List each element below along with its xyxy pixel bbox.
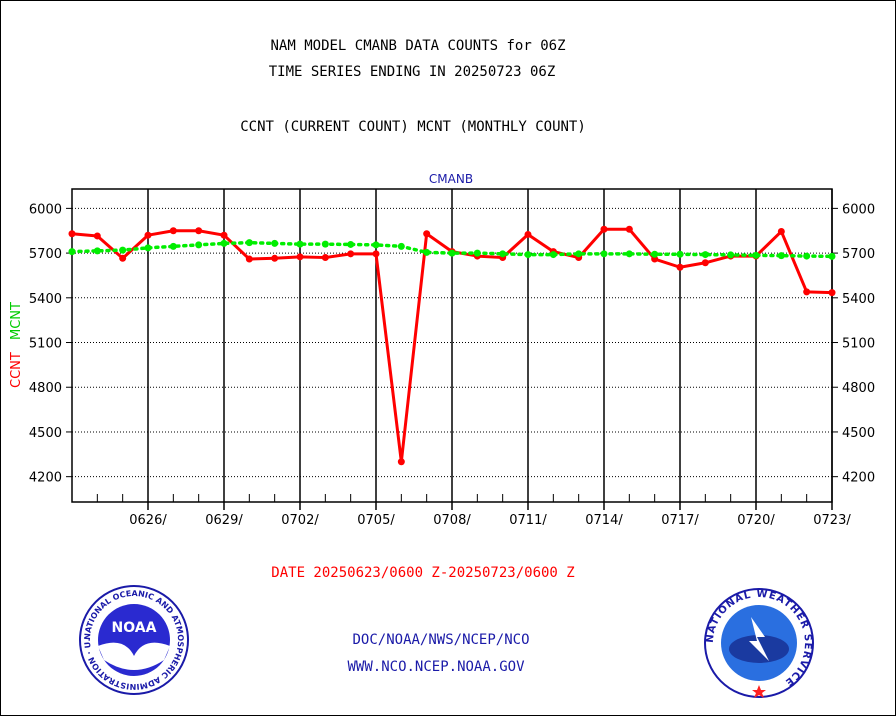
noaa-logo: NATIONAL OCEANIC AND ATMOSPHERIC ADMINIS… bbox=[79, 585, 189, 695]
point-mcnt-24 bbox=[676, 250, 684, 258]
point-mcnt-22 bbox=[625, 250, 633, 258]
point-mcnt-14 bbox=[423, 248, 431, 256]
xtick-label-0705: 0705/ bbox=[357, 513, 395, 528]
noaa-logo-text: NOAA bbox=[112, 620, 157, 636]
point-mcnt-20 bbox=[575, 250, 583, 258]
point-mcnt-18 bbox=[524, 251, 532, 259]
point-mcnt-3 bbox=[144, 244, 152, 252]
point-mcnt-19 bbox=[549, 251, 557, 259]
panel-label: CMANB bbox=[428, 172, 474, 186]
ytick-label-right-5100: 5100 bbox=[842, 337, 875, 352]
ytick-label-left-5700: 5700 bbox=[29, 247, 62, 262]
point-ccnt-0 bbox=[68, 230, 76, 238]
ytick-label-right-5400: 5400 bbox=[842, 292, 875, 307]
xtick-label-0626: 0626/ bbox=[129, 513, 167, 528]
point-ccnt-13 bbox=[397, 458, 405, 466]
point-mcnt-17 bbox=[499, 250, 507, 258]
point-mcnt-25 bbox=[701, 251, 709, 259]
point-ccnt-21 bbox=[600, 225, 608, 233]
point-ccnt-12 bbox=[372, 250, 380, 258]
point-ccnt-4 bbox=[169, 227, 177, 235]
ylabel-mcnt: MCNT bbox=[9, 302, 24, 340]
point-mcnt-6 bbox=[220, 239, 228, 247]
point-mcnt-30 bbox=[828, 252, 836, 260]
point-mcnt-21 bbox=[600, 250, 608, 258]
ytick-label-left-5400: 5400 bbox=[29, 292, 62, 307]
point-ccnt-11 bbox=[347, 250, 355, 258]
point-ccnt-18 bbox=[524, 230, 532, 238]
chart-subtitle: CCNT (CURRENT COUNT) MCNT (MONTHLY COUNT… bbox=[240, 119, 586, 135]
link-doc-noaa[interactable]: DOC/NOAA/NWS/NCEP/NCO bbox=[352, 632, 530, 648]
point-ccnt-3 bbox=[144, 231, 152, 239]
svg-text:CCNT MCNT: CCNT MCNT bbox=[9, 302, 24, 388]
xtick-label-0711: 0711/ bbox=[509, 513, 547, 528]
point-ccnt-5 bbox=[195, 227, 203, 235]
point-mcnt-29 bbox=[803, 252, 811, 260]
grid-layer bbox=[72, 189, 833, 510]
point-ccnt-29 bbox=[803, 288, 811, 296]
xtick-label-0720: 0720/ bbox=[737, 513, 775, 528]
point-ccnt-7 bbox=[245, 255, 253, 263]
point-mcnt-10 bbox=[321, 240, 329, 248]
point-ccnt-22 bbox=[625, 225, 633, 233]
series-layer bbox=[68, 225, 836, 466]
label-layer: 4200 4200 4500 4500 4800 4800 5100 5100 5400 5400… bbox=[29, 202, 875, 528]
point-mcnt-15 bbox=[448, 249, 456, 257]
ytick-label-left-4800: 4800 bbox=[29, 381, 62, 396]
point-mcnt-16 bbox=[473, 249, 481, 257]
point-ccnt-24 bbox=[676, 263, 684, 271]
ytick-label-right-4500: 4500 bbox=[842, 426, 875, 441]
point-ccnt-10 bbox=[321, 254, 329, 262]
axis-layer bbox=[66, 188, 838, 503]
point-mcnt-4 bbox=[169, 242, 177, 250]
point-ccnt-8 bbox=[271, 254, 279, 262]
point-ccnt-1 bbox=[93, 232, 101, 240]
point-ccnt-6 bbox=[220, 231, 228, 239]
point-ccnt-25 bbox=[701, 259, 709, 267]
point-mcnt-27 bbox=[752, 251, 760, 259]
xtick-label-0629: 0629/ bbox=[205, 513, 243, 528]
xtick-label-0723: 0723/ bbox=[813, 513, 851, 528]
point-mcnt-0 bbox=[68, 248, 76, 256]
point-mcnt-2 bbox=[119, 246, 127, 254]
date-range: DATE 20250623/0600 Z-20250723/0600 Z bbox=[271, 565, 575, 581]
point-ccnt-2 bbox=[119, 254, 127, 262]
ytick-label-left-6000: 6000 bbox=[29, 202, 62, 217]
nws-logo: NATIONAL WEATHER SERVICE bbox=[704, 588, 814, 698]
point-ccnt-9 bbox=[296, 253, 304, 261]
ylabel-ccnt: CCNT bbox=[9, 352, 24, 388]
point-mcnt-11 bbox=[347, 240, 355, 248]
point-mcnt-13 bbox=[397, 242, 405, 250]
ytick-label-right-5700: 5700 bbox=[842, 247, 875, 262]
xtick-label-0708: 0708/ bbox=[433, 513, 471, 528]
xtick-label-0714: 0714/ bbox=[585, 513, 623, 528]
chart-title-line2: TIME SERIES ENDING IN 20250723 06Z bbox=[268, 64, 556, 80]
link-nco-website[interactable]: WWW.NCO.NCEP.NOAA.GOV bbox=[347, 659, 525, 675]
point-mcnt-1 bbox=[93, 247, 101, 255]
plot-border bbox=[71, 188, 833, 503]
ytick-label-left-4200: 4200 bbox=[29, 471, 62, 486]
point-mcnt-26 bbox=[727, 251, 735, 259]
ytick-label-right-4200: 4200 bbox=[842, 471, 875, 486]
chart-title-line1: NAM MODEL CMANB DATA COUNTS for 06Z bbox=[270, 38, 566, 54]
xtick-label-0702: 0702/ bbox=[281, 513, 319, 528]
point-ccnt-30 bbox=[828, 289, 836, 297]
point-mcnt-28 bbox=[777, 252, 785, 260]
point-mcnt-5 bbox=[195, 241, 203, 249]
point-mcnt-9 bbox=[296, 240, 304, 248]
point-mcnt-8 bbox=[271, 239, 279, 247]
point-mcnt-7 bbox=[245, 239, 253, 247]
point-ccnt-28 bbox=[777, 227, 785, 235]
point-mcnt-23 bbox=[651, 250, 659, 258]
ytick-label-left-4500: 4500 bbox=[29, 426, 62, 441]
xtick-label-0717: 0717/ bbox=[661, 513, 699, 528]
point-ccnt-14 bbox=[423, 230, 431, 238]
ytick-label-left-5100: 5100 bbox=[29, 337, 62, 352]
ytick-label-right-6000: 6000 bbox=[842, 202, 875, 217]
point-mcnt-12 bbox=[372, 241, 380, 249]
ytick-label-right-4800: 4800 bbox=[842, 381, 875, 396]
